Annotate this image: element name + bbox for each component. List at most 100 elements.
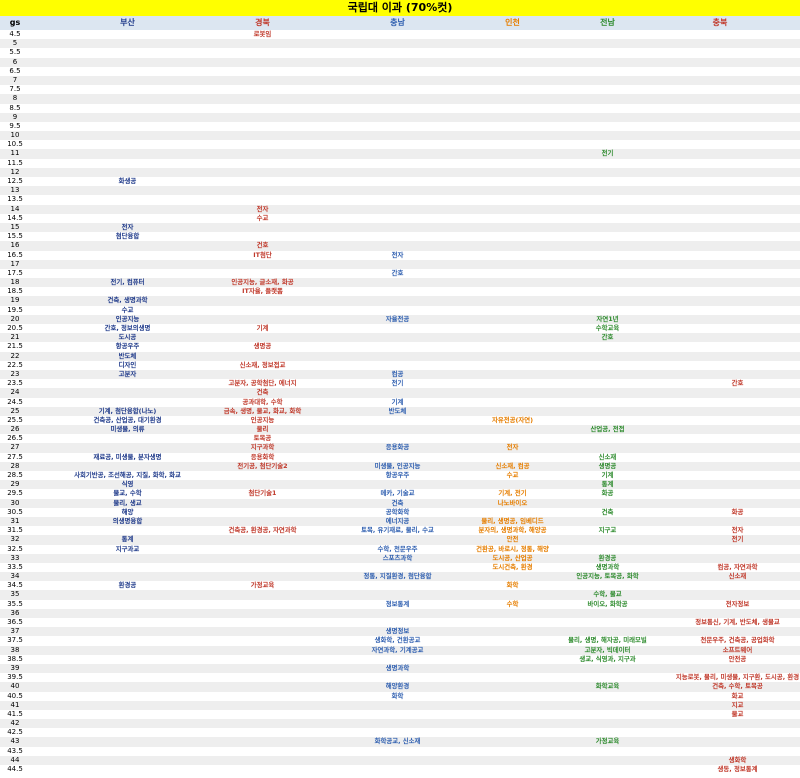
cell-gyeongbuk: 지구과학 (250, 443, 275, 452)
cell-incheon: 신소재, 컴공 (495, 461, 530, 470)
gs-value: 36.5 (7, 618, 23, 626)
gs-value: 16.5 (7, 250, 23, 259)
table-row: 10 (0, 131, 800, 141)
table-row: 29 식영 통계 (0, 480, 800, 490)
cell-incheon: 건환공, 바로시, 정통, 해양 (476, 544, 549, 553)
gs-value: 13.5 (7, 195, 23, 204)
cell-gyeongbuk: 공과대학, 수학 (242, 397, 283, 406)
page-title: 국립대 이과 (70%컷) (0, 0, 800, 16)
cell-chungbuk: 신소재 (728, 572, 747, 581)
cell-chungbuk: 화교 (731, 691, 744, 700)
cell-jeonnam: 지구교 (598, 526, 617, 535)
cell-jeonnam: 수학, 물교 (593, 590, 622, 599)
gs-value: 35 (10, 590, 20, 599)
cell-jeonnam: 환경공 (598, 553, 617, 562)
cell-jeonnam: 수학교육 (595, 324, 620, 332)
table-row: 44 생화학 (0, 755, 800, 765)
cell-jeonnam: 가정교육 (595, 737, 620, 746)
cell-incheon: 도시건축, 환경 (492, 562, 533, 571)
table-row: 24 건축 (0, 388, 800, 398)
gs-value: 40.5 (7, 691, 23, 700)
table-row: 37.5 생화학, 건환공교 물리, 생명, 해자공, 미래모빌 천문우주, 건축공,… (0, 636, 800, 645)
gs-value: 44 (10, 755, 20, 764)
cell-gyeongbuk: 가정교육 (250, 581, 275, 590)
table-row: 41 지교 (0, 700, 800, 710)
cell-chungnam: 전자 (391, 250, 404, 259)
table-row: 19.5 수교 (0, 306, 800, 315)
cell-chungbuk: 건축, 수학, 토목공 (712, 682, 763, 691)
cell-chungnam: 기계 (391, 397, 404, 406)
cell-gyeongbuk: 건호 (256, 241, 269, 250)
table-row: 8.5 (0, 104, 800, 113)
table-row: 32 통계 안전 전기 (0, 535, 800, 545)
gs-value: 34.5 (7, 581, 23, 590)
table-row: 11 전기 (0, 149, 800, 159)
table-row: 31 의생명융합 에너지공 물리, 생명공, 임베디드 (0, 516, 800, 527)
gs-value: 7.5 (9, 85, 21, 94)
cell-incheon: 안전 (506, 535, 519, 544)
table-row: 25.5 건축공, 산업공, 대기환경 인공지능 자유전공(자연) (0, 416, 800, 425)
cell-busan: 화생공 (118, 177, 137, 185)
table-row: 17.5 간호 (0, 269, 800, 278)
cell-incheon: 자유전공(자연) (491, 415, 534, 424)
table-row: 14 전자 (0, 204, 800, 214)
cell-busan: 의생명융합 (112, 516, 143, 525)
cell-chungbuk: 소프트웨어 (722, 645, 753, 654)
table-row: 16 건호 (0, 241, 800, 251)
cell-gyeongbuk: 물리 (256, 425, 269, 434)
cell-chungbuk: 지능로봇, 물리, 미생물, 지구환, 도시공, 환경 (675, 673, 800, 682)
cell-chungnam: 화학 (391, 691, 404, 700)
table-row: 43 화학공교, 신소재 가정교육 (0, 737, 800, 747)
table-row: 15.5 첨단융합 (0, 232, 800, 241)
table-row: 32.5 지구과교 수학, 천문우주 건환공, 바로시, 정통, 해양 (0, 545, 800, 554)
cell-chungbuk: 천문우주, 건축공, 공업화학 (700, 636, 775, 645)
gs-value: 23.5 (7, 379, 23, 388)
cell-gyeongbuk: IT자율, 플랫폼 (242, 287, 283, 296)
cell-jeonnam: 생명과학 (595, 562, 620, 571)
gs-value: 42.5 (7, 728, 23, 737)
gs-value: 17 (10, 259, 20, 268)
cell-gyeongbuk: 금속, 생명, 물교, 화교, 화학 (223, 406, 302, 415)
cell-chungnam: 정통, 지질환경, 첨단융합 (363, 572, 432, 581)
gs-value: 8 (12, 94, 18, 103)
header-incheon: 인천 (505, 18, 520, 27)
gs-value: 37.5 (7, 636, 23, 645)
gs-value: 40 (10, 682, 20, 691)
column-header-row: gs 부산 경북 충남 인천 전남 충북 (0, 16, 800, 30)
table-row: 33 스포츠과학 도시공, 산업공 환경공 (0, 553, 800, 563)
cell-gyeongbuk: 건축 (256, 388, 269, 397)
cell-gyeongbuk: 신소재, 정보접교 (239, 360, 286, 369)
gs-value: 28.5 (7, 471, 23, 479)
cell-chungnam: 에너지공 (385, 516, 410, 525)
cell-busan: 고분자 (118, 369, 137, 378)
gs-value: 14 (10, 204, 20, 213)
cell-chungbuk: 정보통신, 기계, 반도체, 생물교 (695, 618, 780, 626)
table-row: 21.5 항공우주 생명공 (0, 342, 800, 351)
table-row: 7.5 (0, 85, 800, 94)
cell-incheon: 화학 (506, 581, 519, 590)
table-row: 39.5 지능로봇, 물리, 미생물, 지구환, 도시공, 환경 (0, 673, 800, 682)
cell-chungnam: 반도체 (388, 406, 407, 415)
header-busan: 부산 (120, 18, 135, 27)
table-row: 35 수학, 물교 (0, 590, 800, 600)
cell-chungbuk: 간호 (731, 379, 744, 388)
cell-gyeongbuk: 건축공, 환경공, 자연과학 (228, 526, 297, 535)
cell-chungnam: 미생물, 인공지능 (374, 461, 421, 470)
gs-value: 28 (10, 461, 20, 470)
header-gyeongbuk: 경북 (255, 18, 270, 27)
cell-incheon: 수교 (506, 471, 519, 479)
gs-value: 33 (10, 553, 20, 562)
table-row: 38.5 생교, 식영과, 지구과 안전공 (0, 655, 800, 664)
table-row: 14.5 수교 (0, 214, 800, 223)
gs-value: 11.5 (7, 158, 23, 167)
cell-busan: 지구과교 (115, 544, 140, 553)
cell-busan: 물리, 생교 (113, 498, 142, 507)
table-row: 28 전기공, 첨단기술2 미생물, 인공지능 신소재, 컴공 생명공 (0, 461, 800, 471)
table-row: 37 생명정보 (0, 627, 800, 637)
gs-value: 26 (10, 425, 20, 434)
table-row: 27.5 재료공, 미생물, 분자생명 응용화학 신소재 (0, 453, 800, 462)
cell-chungbuk: 안전공 (728, 654, 747, 663)
gs-value: 38.5 (7, 654, 23, 663)
gs-value: 18 (10, 278, 20, 287)
cell-chungbuk: 지교 (731, 700, 744, 709)
